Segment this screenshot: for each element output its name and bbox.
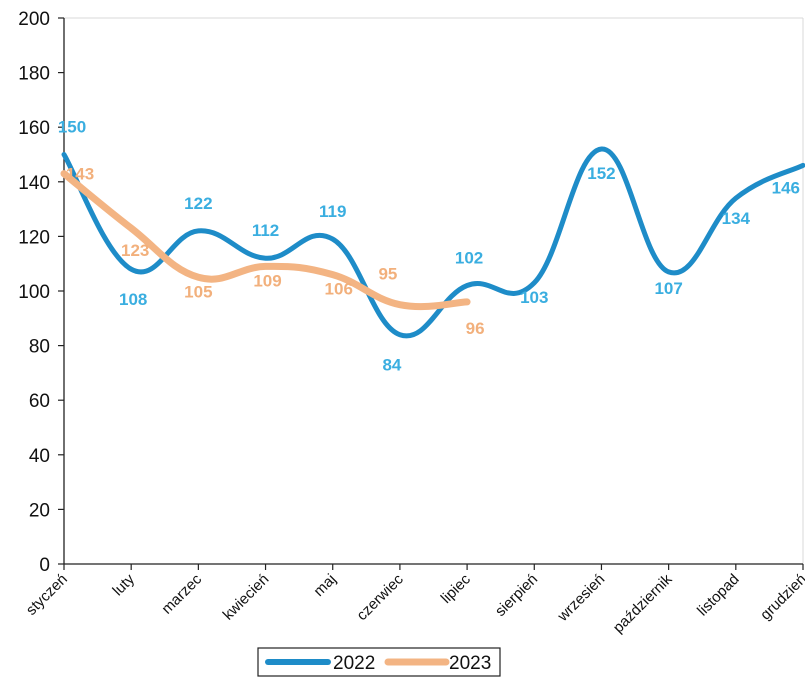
legend-label-2023: 2023: [449, 653, 491, 674]
x-tick-label: czerwiec: [353, 570, 407, 624]
x-tick-label: listopad: [694, 571, 743, 620]
y-tick-label: 140: [18, 173, 50, 194]
x-tick-label: styczeń: [23, 571, 71, 619]
x-tick-label: kwiecień: [220, 571, 273, 624]
legend-label-2022: 2022: [333, 653, 375, 674]
data-label-2023: 143: [66, 165, 94, 184]
x-tick-label: marzec: [158, 570, 205, 617]
data-label-2022: 122: [184, 194, 212, 213]
data-label-2022: 119: [319, 202, 346, 221]
data-label-2023: 95: [378, 265, 397, 284]
y-tick-labels: 0 20 40 60 80 100 120 140 160 180 200: [18, 9, 50, 576]
series-lines: [60, 146, 805, 339]
y-tick-label: 200: [18, 9, 50, 30]
data-label-2023: 105: [184, 282, 212, 301]
x-tick-label: październik: [610, 570, 676, 636]
y-tick-label: 40: [29, 446, 50, 467]
y-tick-label: 160: [18, 118, 50, 139]
x-tick-label: lipiec: [438, 570, 475, 607]
y-tick-label: 80: [29, 337, 50, 358]
legend: 2022 2023: [257, 647, 501, 677]
x-tick-labels: styczeń luty marzec kwiecień maj czerwiec lipi…: [23, 570, 805, 636]
series-line-2022: [61, 146, 805, 339]
x-tick-label: sierpień: [492, 571, 541, 620]
axes: [58, 17, 804, 570]
series-line-2023: [60, 170, 471, 311]
y-tick-label: 0: [39, 555, 50, 576]
data-label-2023: 123: [121, 241, 149, 260]
data-label-2023: 106: [325, 280, 353, 299]
y-tick-label: 120: [18, 227, 50, 248]
data-label-2022: 108: [119, 290, 147, 309]
y-tick-label: 180: [18, 64, 50, 85]
data-label-2022: 84: [382, 356, 401, 375]
data-label-2022: 150: [58, 118, 86, 137]
data-label-2022: 146: [772, 178, 800, 197]
y-tick-label: 20: [29, 500, 50, 521]
data-label-2022: 102: [455, 249, 483, 268]
data-label-2022: 134: [722, 209, 751, 228]
x-tick-label: maj: [310, 571, 339, 600]
x-tick-label: grudzień: [757, 571, 805, 624]
y-tick-label: 60: [29, 391, 50, 412]
x-tick-label: wrzesień: [554, 571, 609, 626]
y-tick-label: 100: [18, 282, 50, 303]
x-tick-label: luty: [109, 570, 138, 599]
data-label-2023: 96: [466, 319, 485, 338]
data-label-2023: 109: [253, 271, 281, 290]
data-label-2022: 107: [654, 279, 682, 298]
data-label-2022: 112: [252, 221, 279, 240]
data-label-2022: 152: [587, 164, 615, 183]
data-label-2022: 103: [520, 288, 548, 307]
data-labels: 150 108 122 112 119 84 102 103 152 107 134 146 143 12…: [58, 118, 800, 375]
